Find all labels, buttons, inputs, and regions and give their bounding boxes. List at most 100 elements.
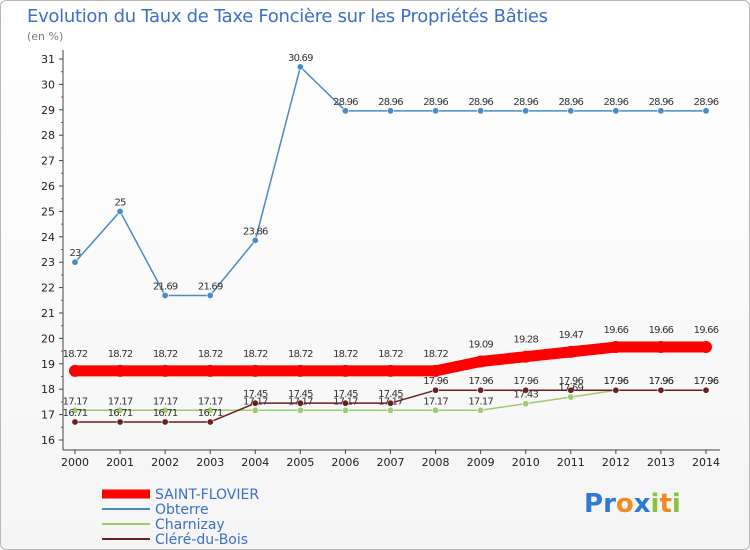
series-point-3 [522,386,530,394]
x-tick-label: 2005 [286,456,314,469]
data-label-1: 28.96 [558,97,583,108]
series-point-3 [702,386,710,394]
data-label-1: 28.96 [333,97,358,108]
data-label-2: 17.17 [378,396,403,407]
series-point-3 [477,386,485,394]
series-point-3 [341,399,349,407]
data-label-2: 17.17 [288,396,313,407]
y-tick-label: 26 [41,180,55,193]
series-point-0 [249,364,262,377]
x-tick-label: 2003 [196,456,224,469]
series-point-3 [161,418,169,426]
data-label-2: 17.17 [108,396,133,407]
data-label-3: 17.96 [649,376,674,387]
series-point-2 [251,406,259,414]
y-tick-label: 24 [41,231,55,244]
series-point-2 [386,406,394,414]
series-point-1 [432,107,440,115]
data-label-3: 17.45 [333,389,358,400]
legend-label: Cléré-du-Bois [155,532,248,548]
series-point-2 [116,406,124,414]
series-point-1 [522,107,530,115]
y-tick-label: 27 [41,155,55,168]
logo-letter: i [650,489,660,519]
series-point-2 [432,406,440,414]
series-point-0 [474,355,487,368]
data-label-3: 17.45 [288,389,313,400]
data-label-2: 17.17 [243,396,268,407]
data-label-0: 19.66 [604,325,629,336]
data-label-1: 23.86 [243,226,268,237]
series-point-3 [657,386,665,394]
data-label-3: 17.96 [423,376,448,387]
series-point-1 [341,107,349,115]
chart-title: Evolution du Taux de Taxe Foncière sur l… [27,6,548,27]
series-point-1 [386,107,394,115]
x-tick-label: 2000 [61,456,89,469]
data-label-1: 23 [69,248,81,259]
data-label-3: 17.96 [513,376,538,387]
data-label-2: 17.17 [153,396,178,407]
data-label-1: 28.96 [378,97,403,108]
series-point-1 [116,207,124,215]
logo-letter: o [615,489,634,519]
series-point-0 [609,341,622,354]
data-label-2: 17.17 [63,396,88,407]
series-point-1 [161,291,169,299]
data-label-0: 18.72 [423,349,448,360]
data-label-0: 18.72 [333,349,358,360]
logo-letter: P [584,489,604,519]
series-point-3 [612,386,620,394]
legend-label: Charnizay [155,517,225,533]
data-label-3: 17.96 [468,376,493,387]
data-label-2: 17.69 [558,383,583,394]
data-label-3: 17.96 [558,376,583,387]
series-point-0 [654,341,667,354]
y-tick-label: 18 [41,383,55,396]
series-point-2 [567,393,575,401]
x-tick-label: 2006 [331,456,359,469]
y-tick-label: 23 [41,256,55,269]
data-label-2: 17.96 [649,376,674,387]
y-tick-label: 22 [41,282,55,295]
x-tick-label: 2007 [377,456,405,469]
data-label-3: 17.96 [604,376,629,387]
x-tick-label: 2011 [557,456,585,469]
data-labels: 18.72 18.72 18.72 18.72 18.72 18.72 18.72 18.72… [63,53,720,419]
data-label-1: 21.69 [198,281,223,292]
series-point-2 [71,406,79,414]
series-point-0 [519,350,532,363]
y-tick-label: 31 [41,53,55,66]
series-point-1 [206,291,214,299]
plot-area [69,63,712,426]
x-tick-label: 2001 [106,456,134,469]
series-point-3 [206,418,214,426]
data-label-0: 18.72 [378,349,403,360]
data-label-1: 28.96 [604,97,629,108]
series-point-0 [700,341,712,354]
data-label-2: 17.17 [333,396,358,407]
data-label-2: 17.96 [604,376,629,387]
data-label-0: 19.66 [649,325,674,336]
data-label-1: 28.96 [468,97,493,108]
series-point-2 [296,406,304,414]
logo-letter: i [671,489,681,519]
y-tick-label: 16 [41,434,55,447]
data-label-1: 28.96 [694,97,719,108]
y-tick-label: 19 [41,358,55,371]
proxiti-logo: Proxiti [584,489,681,519]
data-label-2: 17.17 [423,396,448,407]
series-point-0 [69,364,81,377]
series-point-2 [161,406,169,414]
x-tick-label: 2012 [602,456,630,469]
data-label-0: 18.72 [108,349,133,360]
series-point-3 [432,386,440,394]
series-point-2 [522,400,530,408]
y-tick-label: 28 [41,129,55,142]
x-tick-label: 2014 [692,456,720,469]
data-label-0: 18.72 [198,349,223,360]
series-point-1 [702,107,710,115]
series-point-2 [206,406,214,414]
y-tick-label: 17 [41,409,55,422]
